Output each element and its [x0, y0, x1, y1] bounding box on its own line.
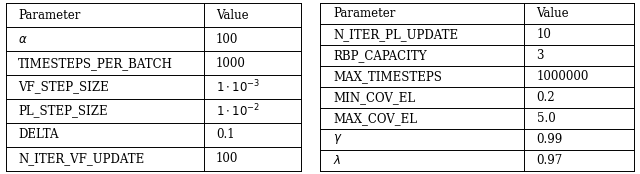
Text: 0.1: 0.1	[216, 128, 234, 141]
Text: Value: Value	[536, 7, 569, 20]
Text: 0.99: 0.99	[536, 133, 563, 146]
Text: Parameter: Parameter	[18, 9, 81, 22]
Text: RBP_CAPACITY: RBP_CAPACITY	[333, 49, 427, 62]
Text: 100: 100	[216, 33, 238, 46]
Text: 0.97: 0.97	[536, 154, 563, 167]
Text: $1 \cdot 10^{-2}$: $1 \cdot 10^{-2}$	[216, 102, 260, 119]
Text: 1000000: 1000000	[536, 70, 589, 83]
Text: 3: 3	[536, 49, 544, 62]
Text: $\lambda$: $\lambda$	[333, 154, 341, 167]
Text: MAX_TIMESTEPS: MAX_TIMESTEPS	[333, 70, 442, 83]
Text: 10: 10	[536, 28, 552, 41]
Text: $\gamma$: $\gamma$	[333, 132, 342, 146]
Text: N_ITER_PL_UPDATE: N_ITER_PL_UPDATE	[333, 28, 458, 41]
Text: 0.2: 0.2	[536, 91, 555, 104]
Text: Parameter: Parameter	[333, 7, 396, 20]
Text: MIN_COV_EL: MIN_COV_EL	[333, 91, 415, 104]
Text: $\alpha$: $\alpha$	[18, 33, 28, 46]
Text: N_ITER_VF_UPDATE: N_ITER_VF_UPDATE	[18, 152, 145, 165]
Text: DELTA: DELTA	[18, 128, 59, 141]
Text: VF_STEP_SIZE: VF_STEP_SIZE	[18, 81, 109, 93]
Text: 5.0: 5.0	[536, 112, 556, 125]
Text: TIMESTEPS_PER_BATCH: TIMESTEPS_PER_BATCH	[18, 57, 173, 70]
Text: $1 \cdot 10^{-3}$: $1 \cdot 10^{-3}$	[216, 79, 260, 95]
Text: Value: Value	[216, 9, 248, 22]
Text: 100: 100	[216, 152, 238, 165]
Text: MAX_COV_EL: MAX_COV_EL	[333, 112, 417, 125]
Text: PL_STEP_SIZE: PL_STEP_SIZE	[18, 104, 108, 117]
Text: 1000: 1000	[216, 57, 246, 70]
